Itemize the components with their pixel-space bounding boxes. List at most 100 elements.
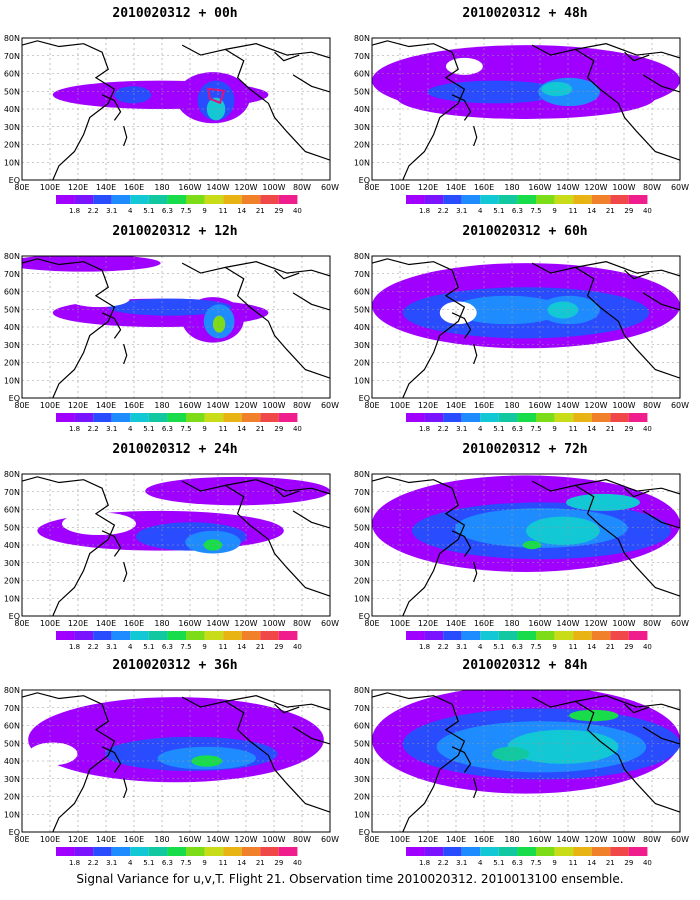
lon-tick-label: 180 <box>504 183 519 192</box>
lat-tick-label: 80N <box>354 686 370 695</box>
legend-level-label: 4 <box>128 859 133 867</box>
legend-swatch <box>111 195 131 204</box>
legend-swatch <box>517 413 536 422</box>
legend-swatch <box>186 195 205 204</box>
lat-tick-label: EQ <box>9 176 20 185</box>
panel-title: 2010020312 + 36h <box>112 658 238 673</box>
lon-tick-label: 140W <box>206 835 229 844</box>
legend-level-label: 6.3 <box>162 207 173 215</box>
lon-tick-label: 60W <box>321 835 339 844</box>
lat-tick-label: 50N <box>354 305 370 314</box>
legend-level-label: 29 <box>274 859 283 867</box>
map-panel: 2010020312 + 24h 80N 70N 60N 50N 40N 30N 20N 10N… <box>0 436 350 652</box>
legend-swatch <box>424 413 444 422</box>
lat-tick-label: 40N <box>4 323 20 332</box>
lon-tick-label: 160W <box>178 619 201 628</box>
figure-caption: Signal Variance for u,v,T. Flight 21. Ob… <box>76 872 624 886</box>
legend-swatch <box>241 847 261 856</box>
lon-tick-label: 180 <box>154 401 169 410</box>
legend-level-label: 9 <box>552 425 556 433</box>
legend-level-label: 5.1 <box>143 643 154 651</box>
lat-tick-label: 50N <box>4 305 20 314</box>
legend-level-label: 14 <box>587 425 596 433</box>
lon-tick-label: 120E <box>68 183 88 192</box>
coastline <box>292 726 330 745</box>
variance-contour <box>541 82 573 97</box>
legend-level-label: 1.8 <box>419 425 430 433</box>
legend-level-label: 3.1 <box>106 207 117 215</box>
variance-contour <box>566 493 640 511</box>
lon-tick-label: 60W <box>321 619 339 628</box>
lat-tick-label: 60N <box>354 288 370 297</box>
legend-level-label: 7.5 <box>180 425 191 433</box>
shaded-field <box>28 697 324 783</box>
legend-level-label: 40 <box>643 859 652 867</box>
legend-swatch <box>278 413 298 422</box>
lat-tick-label: EQ <box>359 612 370 621</box>
color-legend: 1.8 2.2 3.1 4 5.1 6.3 7.5 9 11 14 21 29 40 <box>406 413 652 433</box>
lon-tick-label: 120E <box>418 401 438 410</box>
lon-tick-label: 140E <box>446 835 466 844</box>
lat-tick-label: 50N <box>354 523 370 532</box>
legend-level-label: 4 <box>478 207 483 215</box>
lon-tick-label: 160E <box>124 183 144 192</box>
legend-level-label: 6.3 <box>512 859 523 867</box>
legend-swatch <box>204 413 224 422</box>
graticule <box>372 474 680 616</box>
legend-level-label: 3.1 <box>106 643 117 651</box>
lon-tick-label: 120W <box>234 183 257 192</box>
coastline <box>372 40 466 180</box>
variance-contour <box>569 709 619 722</box>
lon-tick-label: 60W <box>671 183 689 192</box>
legend-swatch <box>536 413 555 422</box>
lat-tick-label: 60N <box>354 506 370 515</box>
lat-tick-label: 10N <box>4 376 20 385</box>
lat-tick-label: 40N <box>4 541 20 550</box>
legend-level-label: 7.5 <box>180 859 191 867</box>
map-frame <box>371 473 681 617</box>
legend-level-label: 14 <box>587 643 596 651</box>
low-variance-gap <box>445 57 483 75</box>
legend-level-label: 11 <box>569 207 578 215</box>
legend-level-label: 14 <box>587 207 596 215</box>
legend-level-label: 6.3 <box>162 643 173 651</box>
lat-tick-label: EQ <box>359 394 370 403</box>
legend-swatch <box>461 413 481 422</box>
legend-level-label: 40 <box>293 207 302 215</box>
legend-level-label: 21 <box>606 207 615 215</box>
lat-tick-label: 10N <box>4 158 20 167</box>
lat-tick-label: 40N <box>354 757 370 766</box>
legend-level-label: 14 <box>587 859 596 867</box>
color-legend: 1.8 2.2 3.1 4 5.1 6.3 7.5 9 11 14 21 29 40 <box>406 195 652 215</box>
legend-swatch <box>536 847 555 856</box>
coastline <box>225 695 330 711</box>
legend-level-label: 40 <box>293 425 302 433</box>
legend-level-label: 21 <box>256 425 265 433</box>
legend-level-label: 14 <box>237 207 246 215</box>
lat-tick-label: 20N <box>354 141 370 150</box>
lon-tick-label: 60W <box>671 619 689 628</box>
legend-level-label: 29 <box>624 859 633 867</box>
variance-contour <box>114 86 152 104</box>
legend-swatch <box>278 847 298 856</box>
legend-swatch <box>610 847 629 856</box>
legend-swatch <box>260 631 279 640</box>
map-panel: 2010020312 + 36h 80N 70N 60N 50N 40N 30N 20N 10N… <box>0 652 350 868</box>
map-frame <box>21 255 331 399</box>
map-frame <box>21 37 331 181</box>
legend-level-label: 4 <box>478 425 483 433</box>
legend-swatch <box>443 631 462 640</box>
lat-tick-label: 50N <box>354 87 370 96</box>
legend-swatch <box>74 631 94 640</box>
lat-tick-label: 20N <box>4 577 20 586</box>
legend-level-label: 9 <box>202 643 206 651</box>
coastline <box>372 476 466 616</box>
legend-level-label: 11 <box>569 425 578 433</box>
variance-contour <box>108 298 232 316</box>
lon-tick-label: 60W <box>321 183 339 192</box>
coastlines <box>22 40 330 180</box>
low-variance-gap <box>62 512 136 536</box>
legend-swatch <box>554 847 574 856</box>
lon-tick-label: 120E <box>68 835 88 844</box>
